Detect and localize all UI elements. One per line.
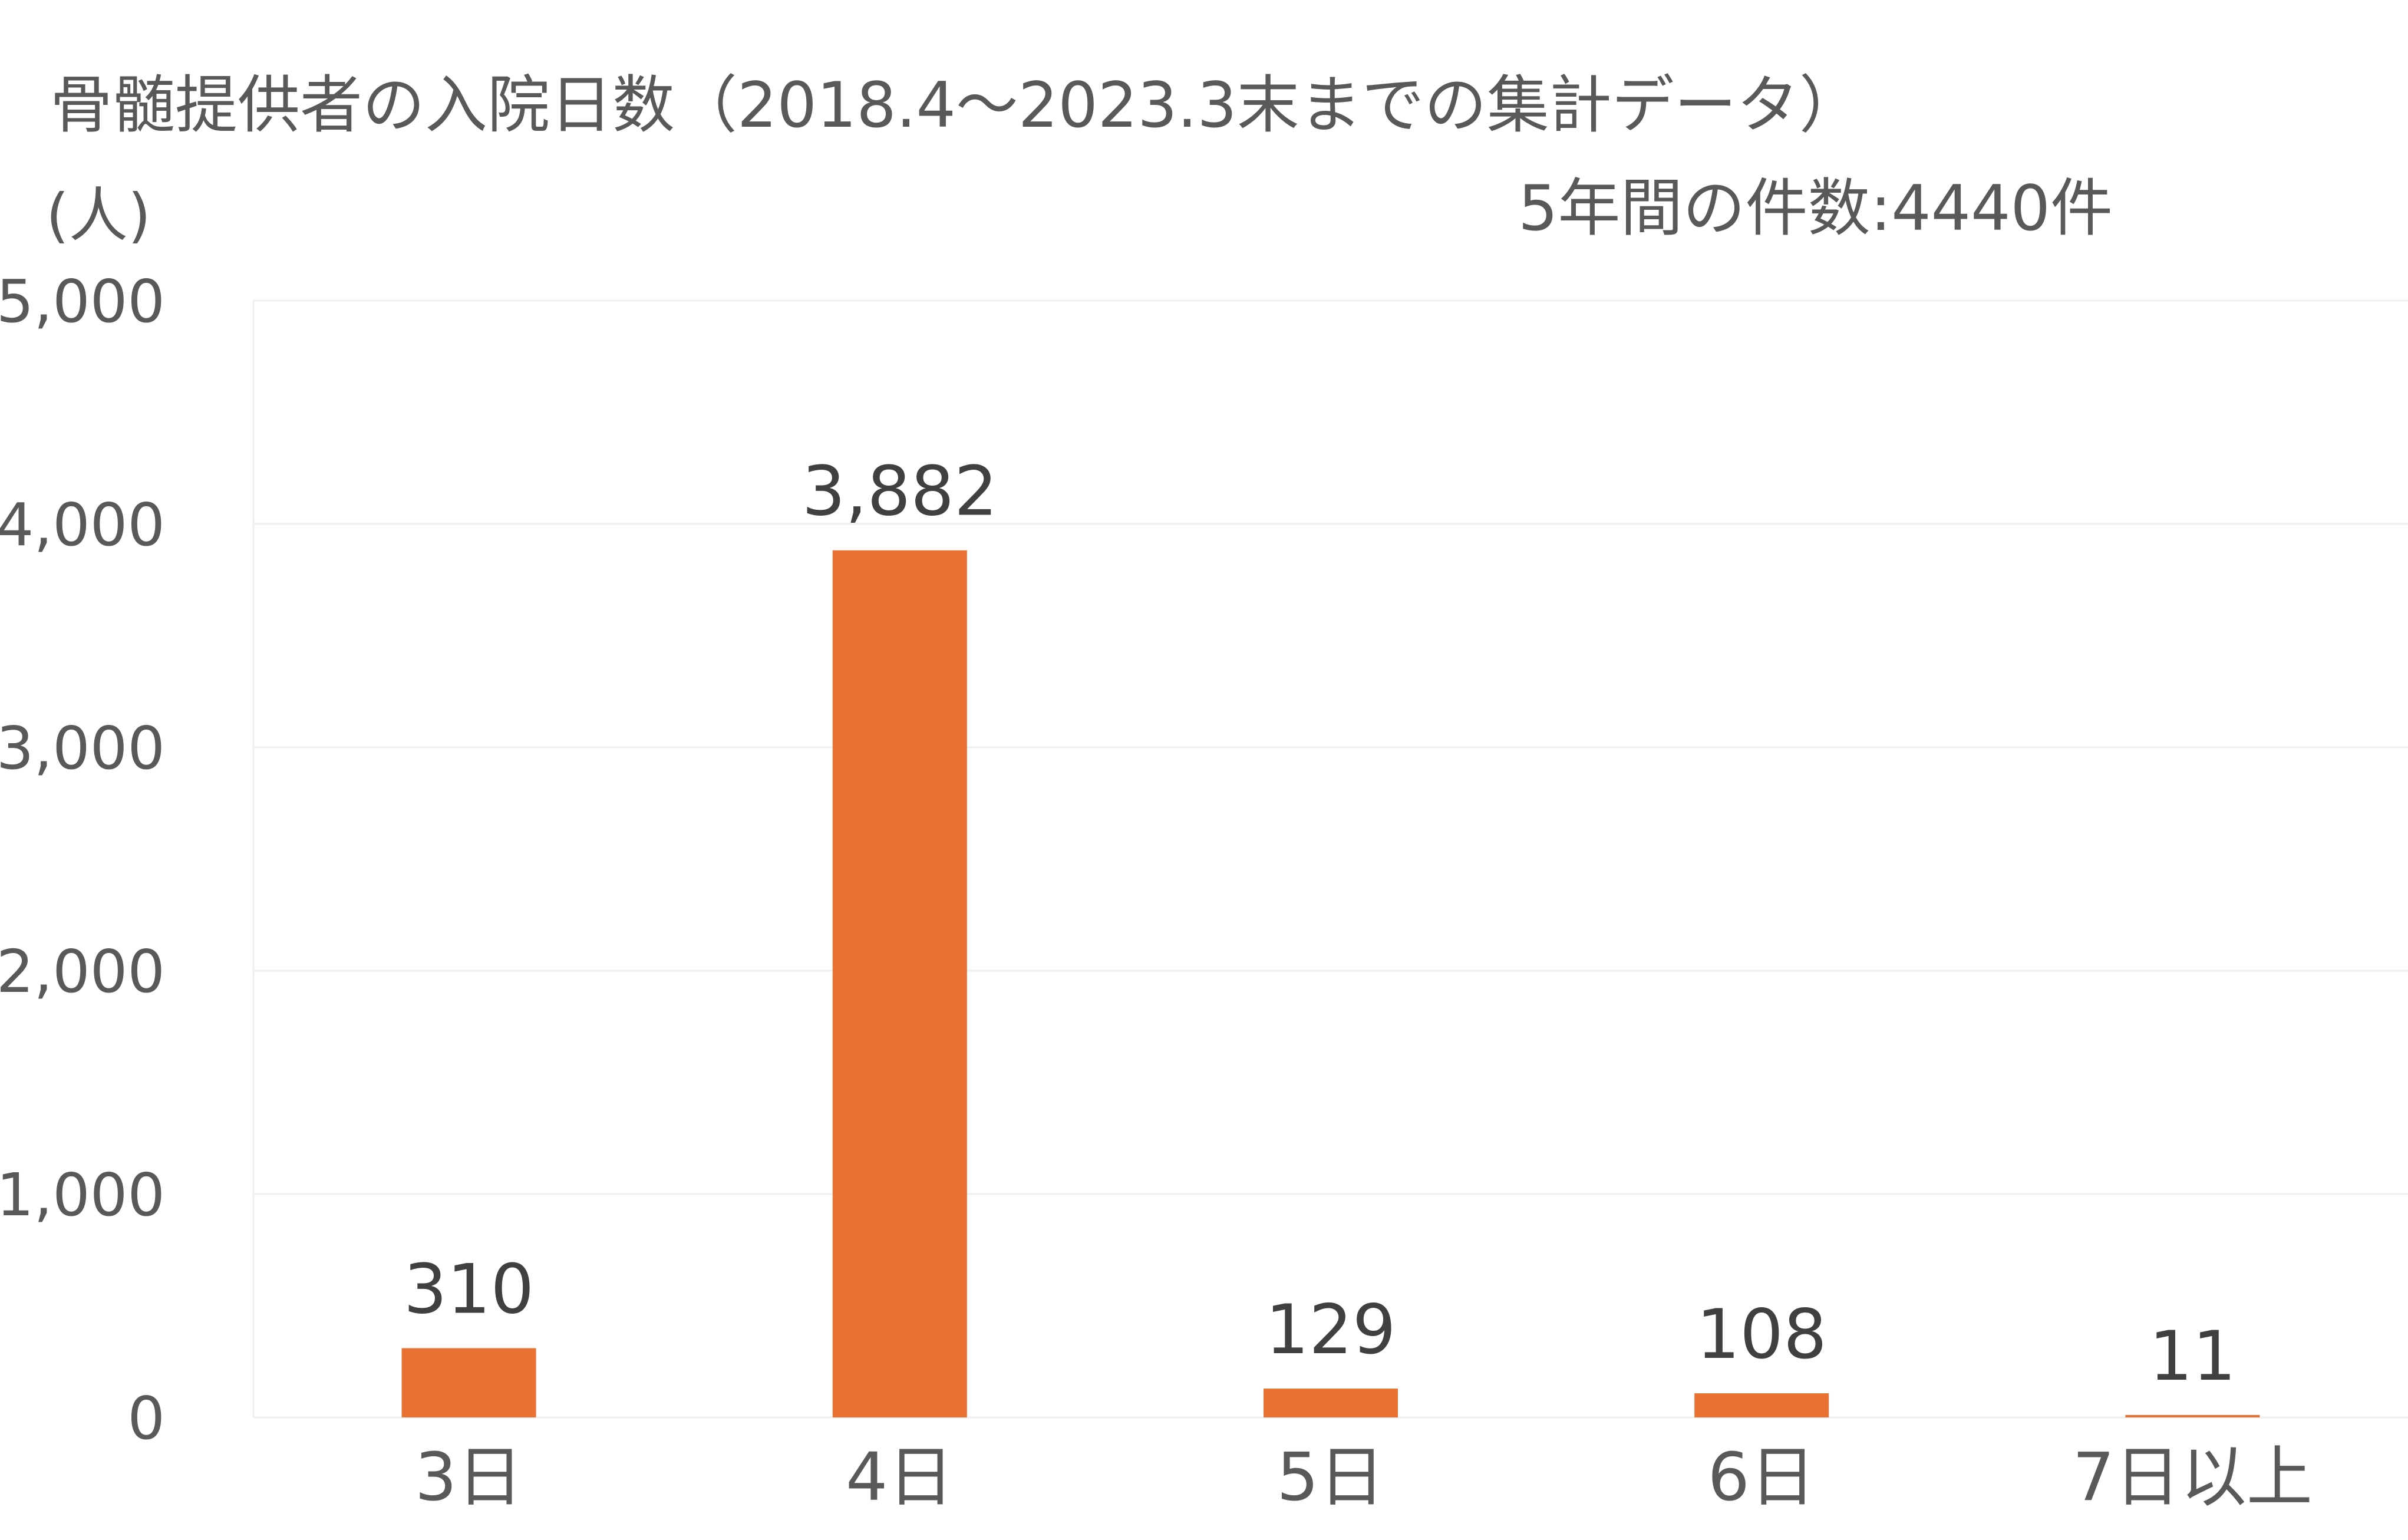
y-axis-unit-label: (人) [46, 181, 151, 250]
y-tick-label: 5,000 [0, 267, 165, 336]
y-tick-label: 1,000 [0, 1160, 165, 1229]
x-category-label: 3日 [415, 1439, 523, 1516]
gridlines [252, 299, 2408, 1419]
data-label: 3,882 [802, 452, 998, 532]
bar-1 [401, 1348, 536, 1417]
y-tick-label: 0 [127, 1384, 165, 1453]
bar-3 [1264, 1389, 1398, 1417]
bar-2 [832, 550, 967, 1418]
chart-title: 骨髄提供者の入院日数（2018.4～2023.3末までの集計データ） [50, 69, 1862, 141]
x-category-label: 5日 [1276, 1439, 1384, 1516]
x-category-label: 7日以上 [2073, 1439, 2313, 1516]
labels: 骨髄提供者の入院日数（2018.4～2023.3末までの集計データ） 5年間の件… [0, 69, 2313, 1516]
bar-4 [1694, 1393, 1829, 1417]
x-category-label: 4日 [846, 1439, 954, 1516]
data-label: 310 [404, 1250, 534, 1330]
data-label: 129 [1265, 1290, 1396, 1370]
data-label: 108 [1696, 1295, 1826, 1374]
y-tick-label: 4,000 [0, 490, 165, 559]
x-category-label: 6日 [1708, 1439, 1816, 1516]
data-label: 11 [2149, 1317, 2237, 1396]
bar-5 [2125, 1414, 2260, 1417]
y-tick-label: 3,000 [0, 714, 165, 783]
chart-subtitle: 5年間の件数:4440件 [1518, 172, 2113, 245]
y-tick-label: 2,000 [0, 937, 165, 1006]
bars [401, 550, 2260, 1418]
